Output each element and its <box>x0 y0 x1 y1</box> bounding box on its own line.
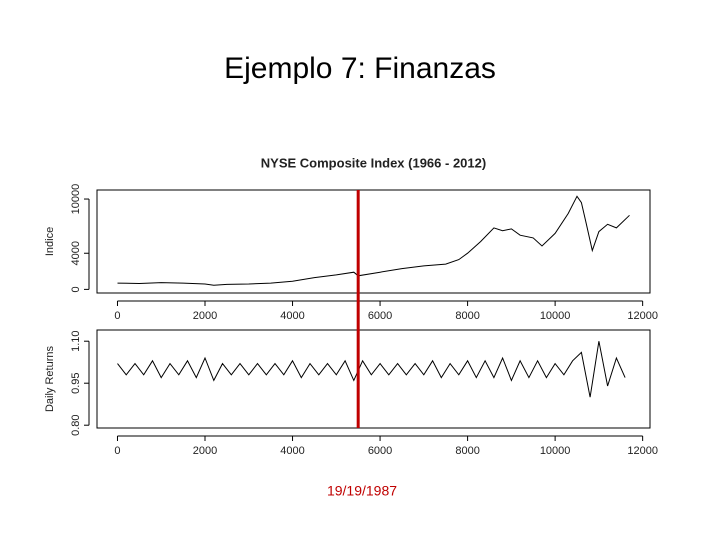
y-tick-label: 0.80 <box>70 414 82 435</box>
x-tick-label: 2000 <box>193 310 217 322</box>
y-axis-label: Daily Returns <box>44 345 56 412</box>
x-tick-label: 6000 <box>368 310 392 322</box>
y-tick-label: 10000 <box>70 184 82 215</box>
x-tick-label: 0 <box>114 445 120 457</box>
x-tick-label: 6000 <box>368 445 392 457</box>
y-tick-label: 4000 <box>70 241 82 265</box>
x-tick-label: 2000 <box>193 445 217 457</box>
x-tick-label: 10000 <box>540 310 571 322</box>
x-tick-label: 8000 <box>455 445 479 457</box>
x-tick-label: 8000 <box>455 310 479 322</box>
y-tick-label: 0.95 <box>70 372 82 393</box>
x-tick-label: 4000 <box>280 445 304 457</box>
x-tick-label: 10000 <box>540 445 571 457</box>
plot-box <box>96 329 651 429</box>
y-axis-label: Indice <box>44 227 56 256</box>
data-line <box>117 341 626 398</box>
x-tick-label: 12000 <box>627 445 658 457</box>
y-tick-label: 0 <box>70 286 82 292</box>
x-tick-label: 12000 <box>627 310 658 322</box>
slide-title: Ejemplo 7: Finanzas <box>224 52 496 85</box>
y-tick-label: 1.10 <box>70 330 82 351</box>
annotation-text: 19/19/1987 <box>327 483 397 499</box>
data-line <box>117 195 630 286</box>
plot-box <box>96 189 651 294</box>
chart-title: NYSE Composite Index (1966 - 2012) <box>261 155 486 170</box>
x-tick-label: 4000 <box>280 310 304 322</box>
x-tick-label: 0 <box>114 310 120 322</box>
